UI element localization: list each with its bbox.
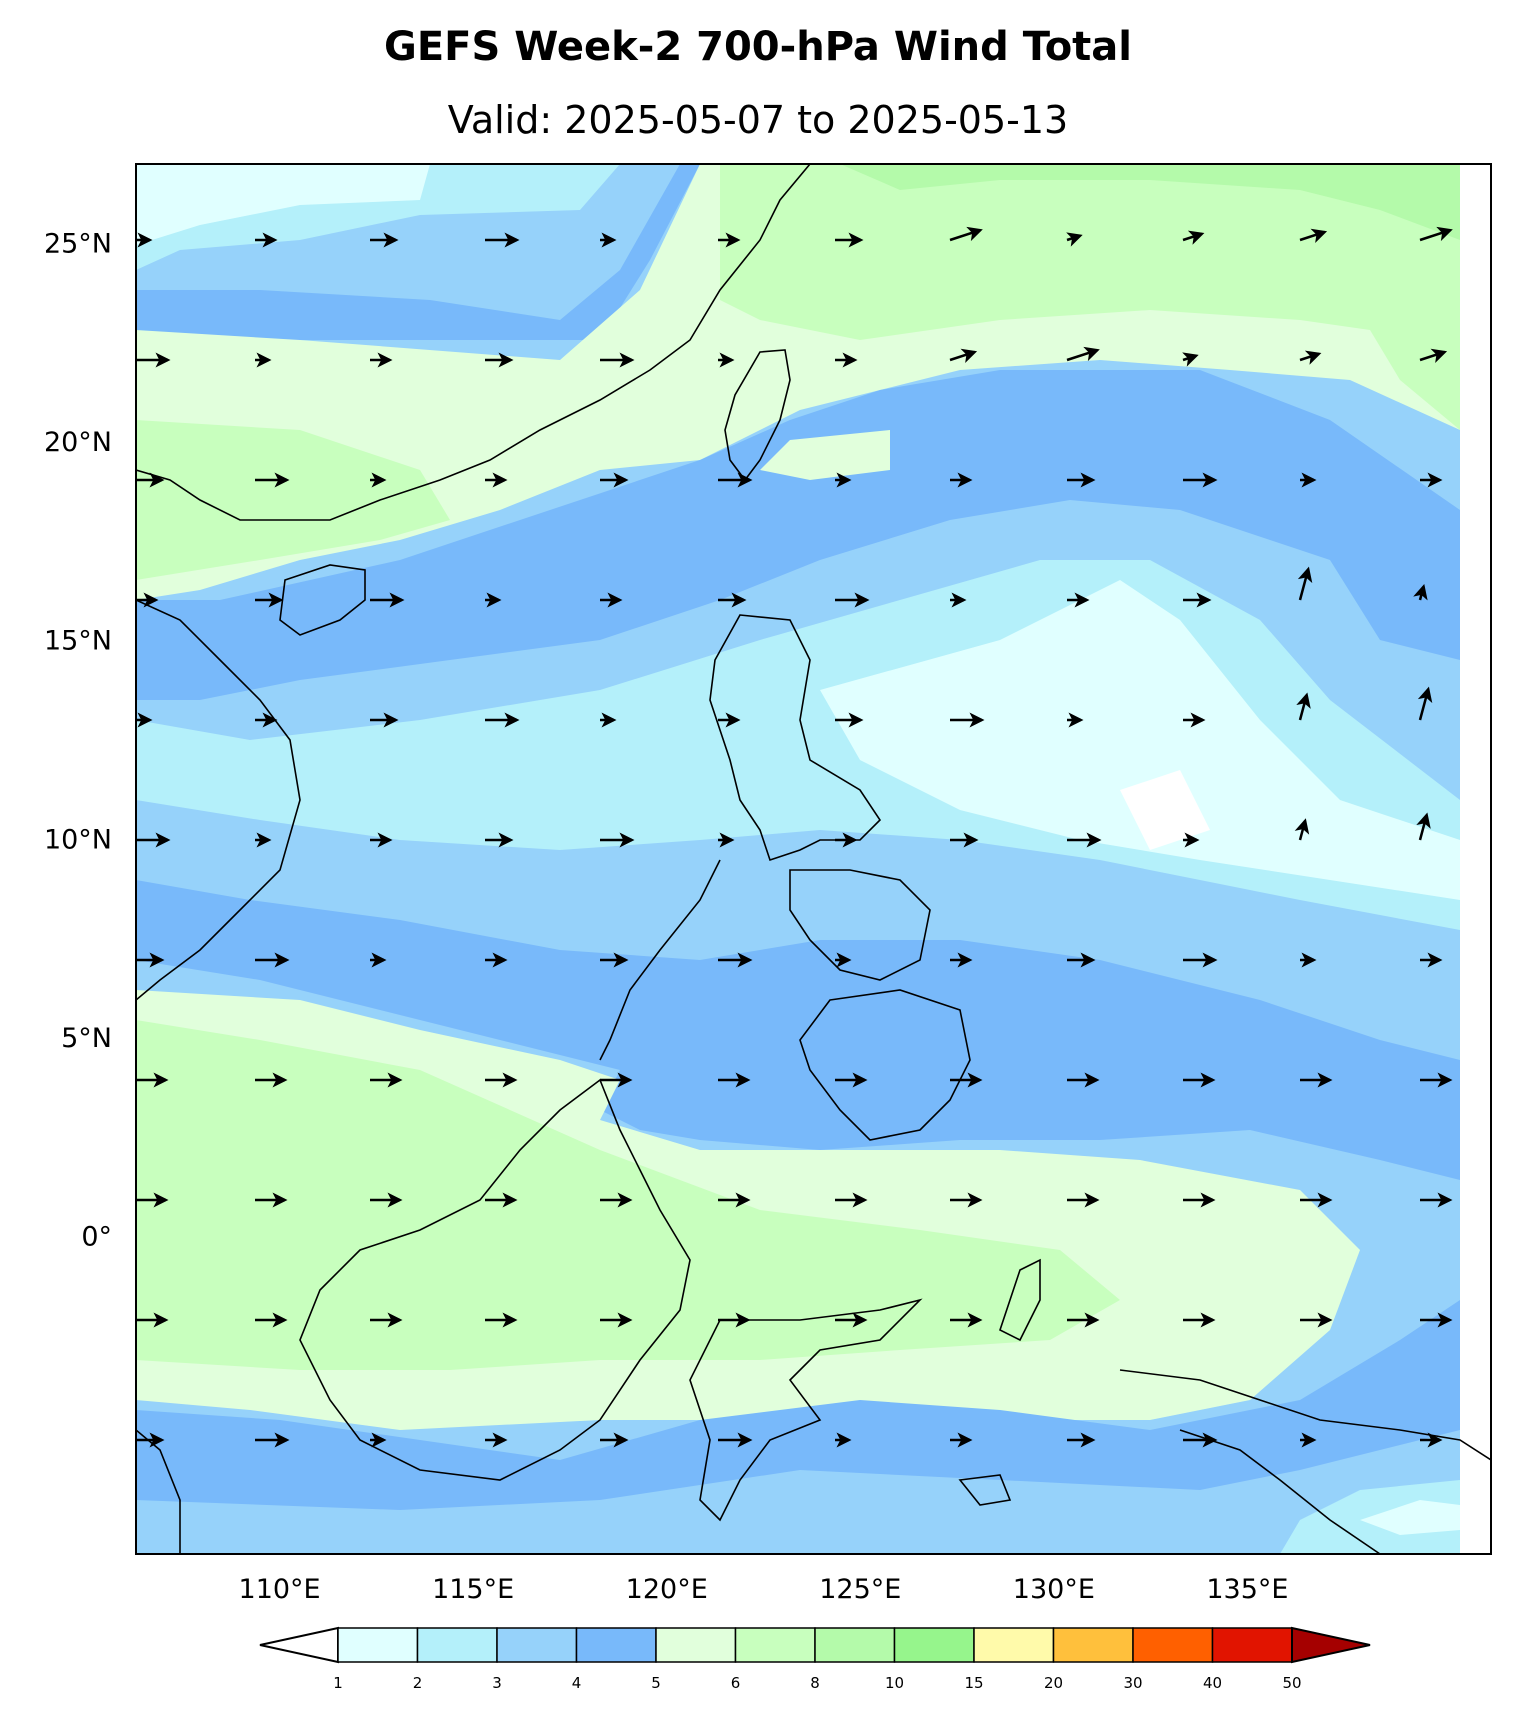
lon-tick-label: 135°E [1206, 1574, 1288, 1605]
wind-arrow [1413, 584, 1428, 601]
wind-arrow [1296, 692, 1311, 721]
coastlines [136, 164, 1491, 1554]
wind-arrow [1417, 686, 1433, 721]
colorbar-tick-label: 4 [572, 1674, 582, 1692]
colorbar-segment [1132, 1627, 1214, 1663]
wind-arrow [1419, 348, 1448, 363]
lat-tick-label: 25°N [44, 229, 112, 260]
colorbar-segment [814, 1627, 896, 1663]
wind-arrow [949, 226, 983, 242]
colorbar-tick-label: 2 [413, 1674, 423, 1692]
colorbar-tick-label: 8 [810, 1674, 820, 1692]
wind-arrow [1299, 350, 1322, 365]
lat-tick-label: 0° [81, 1221, 112, 1252]
lon-tick-label: 130°E [1013, 1574, 1095, 1605]
colorbar-segment [496, 1627, 578, 1663]
colorbar-tick-label: 10 [885, 1674, 904, 1692]
colorbar-over-triangle [1291, 1626, 1371, 1664]
colorbar-tick-label: 1 [333, 1674, 343, 1692]
wind-arrow [1182, 230, 1205, 245]
colorbar-segment [1211, 1627, 1293, 1663]
lon-tick-label: 120°E [626, 1574, 708, 1605]
map-subtitle: Valid: 2025-05-07 to 2025-05-13 [447, 98, 1069, 142]
wind-arrow [1299, 228, 1328, 243]
colorbar-segment [973, 1627, 1055, 1663]
wind-arrow [1182, 352, 1199, 367]
lat-tick-label: 15°N [44, 626, 112, 657]
lat-tick-label: 20°N [44, 427, 112, 458]
wind-arrow [1066, 232, 1083, 247]
wind-arrow [1066, 346, 1100, 362]
lon-tick-label: 115°E [432, 1574, 514, 1605]
wind-arrow [1419, 226, 1453, 242]
colorbar-tick-label: 30 [1123, 1674, 1142, 1692]
colorbar-tick-label: 15 [964, 1674, 983, 1692]
lon-tick-label: 125°E [819, 1574, 901, 1605]
wind-speed-contours [136, 164, 1491, 1554]
colorbar-under-triangle [259, 1626, 339, 1664]
colorbar-tick-label: 3 [492, 1674, 502, 1692]
wind-arrow [949, 348, 978, 363]
colorbar-segment [416, 1627, 498, 1663]
colorbar-segment [1052, 1627, 1134, 1663]
wind-arrow [1294, 818, 1310, 841]
wind-arrow [1297, 566, 1313, 601]
colorbar-segment [337, 1627, 419, 1663]
longitude-labels: 110°E 115°E 120°E 125°E 130°E 135°E [239, 1574, 1289, 1605]
colorbar-tick-label: 20 [1044, 1674, 1063, 1692]
lat-tick-label: 5°N [61, 1023, 112, 1054]
lat-tick-label: 10°N [44, 824, 112, 855]
map-frame [135, 163, 1492, 1555]
lon-tick-label: 110°E [239, 1574, 321, 1605]
colorbar-segment [893, 1627, 975, 1663]
colorbar-tick-label: 40 [1203, 1674, 1222, 1692]
colorbar-tick-label: 5 [651, 1674, 661, 1692]
latitude-labels: 25°N 20°N 15°N 10°N 5°N 0° [44, 229, 112, 1253]
colorbar-segment [734, 1627, 816, 1663]
colorbar-tick-labels: 1 2 3 4 5 6 8 10 15 20 30 40 50 [333, 1674, 1301, 1692]
wind-vectors [136, 226, 1453, 1448]
colorbar-segment [655, 1627, 737, 1663]
colorbar-tick-label: 6 [731, 1674, 741, 1692]
colorbar-tick-label: 50 [1282, 1674, 1301, 1692]
colorbar-segment [575, 1627, 657, 1663]
map-title: GEFS Week-2 700-hPa Wind Total [383, 24, 1132, 70]
colorbar [259, 1626, 1371, 1664]
wind-arrow [1416, 812, 1431, 841]
